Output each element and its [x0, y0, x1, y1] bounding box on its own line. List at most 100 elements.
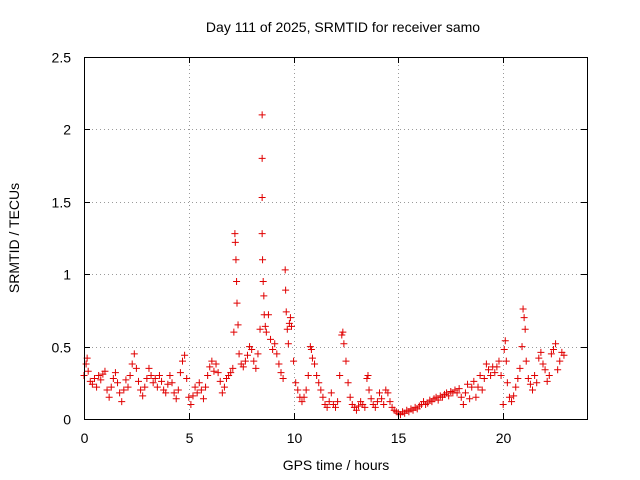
data-point: [541, 366, 549, 374]
data-point: [235, 350, 243, 358]
data-point: [352, 406, 360, 414]
data-point: [284, 340, 292, 348]
data-point: [158, 377, 166, 385]
data-point: [172, 395, 180, 403]
data-point: [153, 383, 161, 391]
y-tick-label: 1.5: [52, 195, 72, 211]
data-point: [230, 328, 238, 336]
x-tick-label: 0: [81, 430, 89, 446]
data-point: [261, 322, 269, 330]
data-point: [298, 398, 306, 406]
data-point: [549, 345, 557, 353]
data-point: [252, 364, 260, 372]
data-point: [231, 230, 239, 238]
data-point: [84, 367, 92, 375]
data-point: [327, 389, 335, 397]
data-point: [118, 398, 126, 406]
data-point: [355, 402, 363, 410]
data-point: [554, 366, 562, 374]
data-point: [103, 386, 111, 394]
data-point: [155, 372, 163, 380]
data-point: [552, 340, 560, 348]
data-point: [457, 393, 465, 401]
data-point: [258, 230, 266, 238]
data-points: [80, 111, 568, 419]
axes: 0 0.5 1 1.5 2 2.5 0 5 10 15 20: [52, 50, 587, 446]
x-tick-label: 5: [186, 430, 194, 446]
data-point: [277, 369, 285, 377]
data-point: [340, 340, 348, 348]
data-point: [139, 392, 147, 400]
data-point: [259, 256, 267, 264]
data-point: [294, 386, 302, 394]
data-point: [472, 393, 480, 401]
data-point: [533, 379, 541, 387]
data-point: [162, 389, 170, 397]
data-point: [233, 277, 241, 285]
data-point: [149, 379, 157, 387]
data-point: [189, 392, 197, 400]
x-tick-label: 20: [496, 430, 512, 446]
data-point: [210, 367, 218, 375]
data-point: [332, 403, 339, 411]
data-point: [128, 360, 136, 368]
data-point: [516, 364, 524, 372]
data-point: [229, 364, 237, 372]
data-point: [338, 331, 346, 339]
data-point: [482, 360, 490, 368]
data-point: [259, 277, 267, 285]
data-point: [304, 372, 312, 380]
data-point: [519, 305, 527, 313]
data-point: [371, 403, 379, 411]
data-point: [282, 308, 290, 316]
x-axis-label: GPS time / hours: [283, 457, 390, 473]
data-point: [199, 395, 207, 403]
data-point: [505, 393, 513, 401]
data-point: [107, 383, 115, 391]
data-point: [195, 379, 203, 387]
data-point: [512, 383, 520, 391]
data-point: [539, 360, 547, 368]
data-point: [300, 393, 308, 401]
gridlines: [84, 57, 587, 419]
data-point: [134, 377, 142, 385]
data-point: [170, 389, 178, 397]
data-point: [547, 350, 555, 358]
y-tick-label: 2: [63, 122, 71, 138]
data-point: [325, 398, 333, 406]
data-point: [109, 374, 117, 382]
data-point: [367, 395, 375, 403]
y-tick-label: 2.5: [52, 50, 72, 66]
data-point: [258, 154, 266, 162]
data-point: [476, 372, 484, 380]
data-point: [241, 357, 249, 365]
data-point: [526, 380, 534, 388]
data-point: [459, 401, 467, 409]
data-point: [101, 367, 109, 375]
data-point: [185, 393, 193, 401]
data-point: [455, 385, 463, 393]
data-point: [95, 372, 103, 380]
data-point: [468, 383, 476, 391]
data-point: [336, 372, 344, 380]
data-point: [130, 350, 138, 358]
data-point: [484, 366, 492, 374]
data-point: [122, 376, 130, 384]
data-point: [262, 328, 270, 336]
data-point: [453, 389, 461, 397]
data-point: [308, 354, 316, 362]
data-point: [264, 311, 272, 319]
data-point: [508, 398, 516, 406]
data-point: [287, 322, 295, 330]
data-point: [503, 379, 511, 387]
data-point: [290, 357, 298, 365]
data-point: [273, 350, 281, 358]
data-point: [545, 372, 553, 380]
data-point: [495, 357, 503, 365]
data-point: [147, 372, 155, 380]
data-point: [231, 238, 239, 246]
data-point: [227, 369, 235, 377]
data-point: [520, 314, 528, 322]
data-point: [334, 398, 342, 406]
